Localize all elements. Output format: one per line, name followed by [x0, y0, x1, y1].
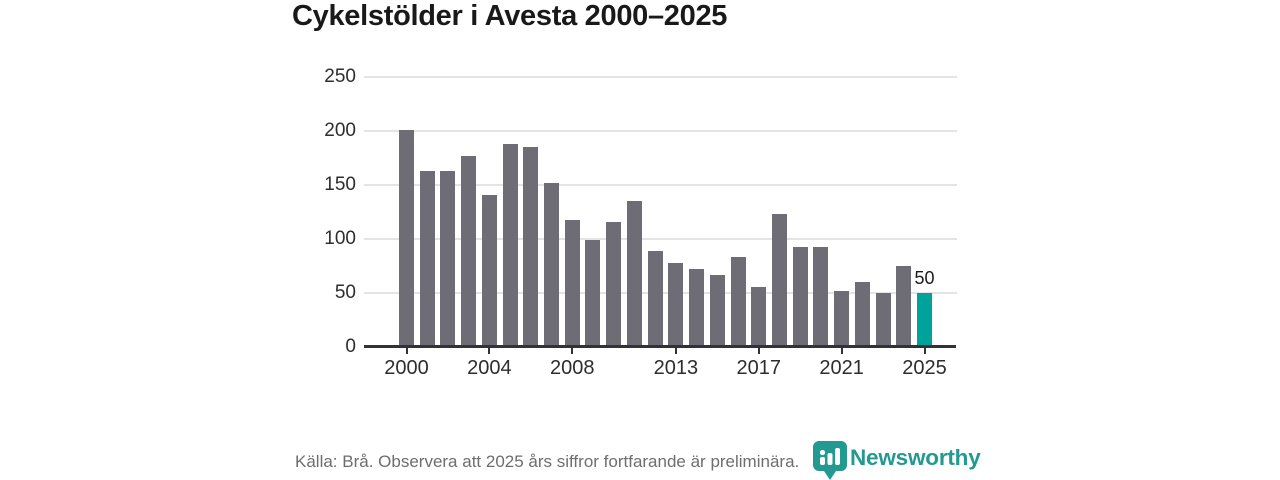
- bar-2004: [481, 194, 497, 347]
- x-axis-tick-2013: [674, 348, 677, 354]
- bar-2017: [751, 286, 767, 347]
- newsworthy-logo-icon: [813, 441, 847, 480]
- bar-2005: [502, 143, 518, 347]
- y-axis-tick-label-150: 150: [324, 174, 356, 195]
- bar-2025-highlight: [917, 293, 932, 347]
- bar-2007: [544, 182, 560, 347]
- bar-2008: [564, 219, 580, 347]
- bar-2013: [668, 262, 684, 347]
- bar-2022: [854, 282, 870, 347]
- bar-2000: [399, 129, 414, 347]
- bar-2020: [813, 246, 829, 347]
- bar-2023: [875, 293, 891, 347]
- bar-2006: [523, 147, 539, 347]
- x-axis-tick-2017: [757, 348, 760, 354]
- x-axis-tick-label-2013: 2013: [653, 357, 699, 379]
- bar-2016: [730, 257, 746, 347]
- bar-2012: [647, 250, 663, 347]
- bar-2002: [440, 170, 456, 347]
- x-axis-tick-2004: [488, 348, 491, 354]
- bar-2003: [461, 155, 477, 347]
- bar-2009: [585, 240, 601, 347]
- x-axis-tick-2025: [923, 348, 926, 354]
- bar-2001: [419, 170, 435, 347]
- bar-2018: [771, 214, 787, 347]
- y-axis-tick-label-0: 0: [345, 336, 356, 357]
- y-axis-tick-label-50: 50: [334, 282, 356, 303]
- x-axis-tick-label-2025: 2025: [902, 357, 947, 379]
- bar-2019: [792, 246, 808, 347]
- gridline-250: [364, 76, 957, 78]
- x-axis-tick-label-2004: 2004: [467, 357, 512, 379]
- y-axis-tick-label-100: 100: [324, 228, 356, 249]
- bar-2010: [606, 221, 622, 347]
- x-axis-tick-2021: [840, 348, 843, 354]
- gridline-150: [364, 184, 957, 186]
- x-axis-tick-label-2021: 2021: [819, 357, 864, 379]
- bar-2011: [626, 201, 642, 347]
- bar-2024: [896, 266, 912, 347]
- x-axis-tick-label-2000: 2000: [384, 357, 429, 379]
- x-axis-tick-label-2008: 2008: [550, 357, 595, 379]
- y-axis-tick-label-250: 250: [324, 66, 356, 87]
- bar-chart-plot-area: [364, 76, 957, 347]
- chart-title: Cykelstölder i Avesta 2000–2025: [292, 0, 728, 32]
- x-axis-tick-label-2017: 2017: [736, 357, 781, 379]
- bar-2021: [834, 290, 850, 347]
- bar-value-label-2025: 50: [914, 268, 935, 288]
- newsworthy-logo-text: Newsworthy: [850, 445, 981, 470]
- gridline-200: [364, 130, 957, 132]
- gridline-100: [364, 238, 957, 240]
- newsworthy-logo: Newsworthy: [813, 440, 993, 480]
- y-axis-tick-label-200: 200: [324, 120, 356, 141]
- x-axis-tick-2000: [405, 348, 408, 354]
- bar-2014: [689, 269, 705, 347]
- x-axis-tick-2008: [571, 348, 574, 354]
- x-axis-line: [364, 345, 956, 348]
- source-note: Källa: Brå. Observera att 2025 års siffr…: [295, 452, 800, 471]
- bar-2015: [709, 274, 725, 347]
